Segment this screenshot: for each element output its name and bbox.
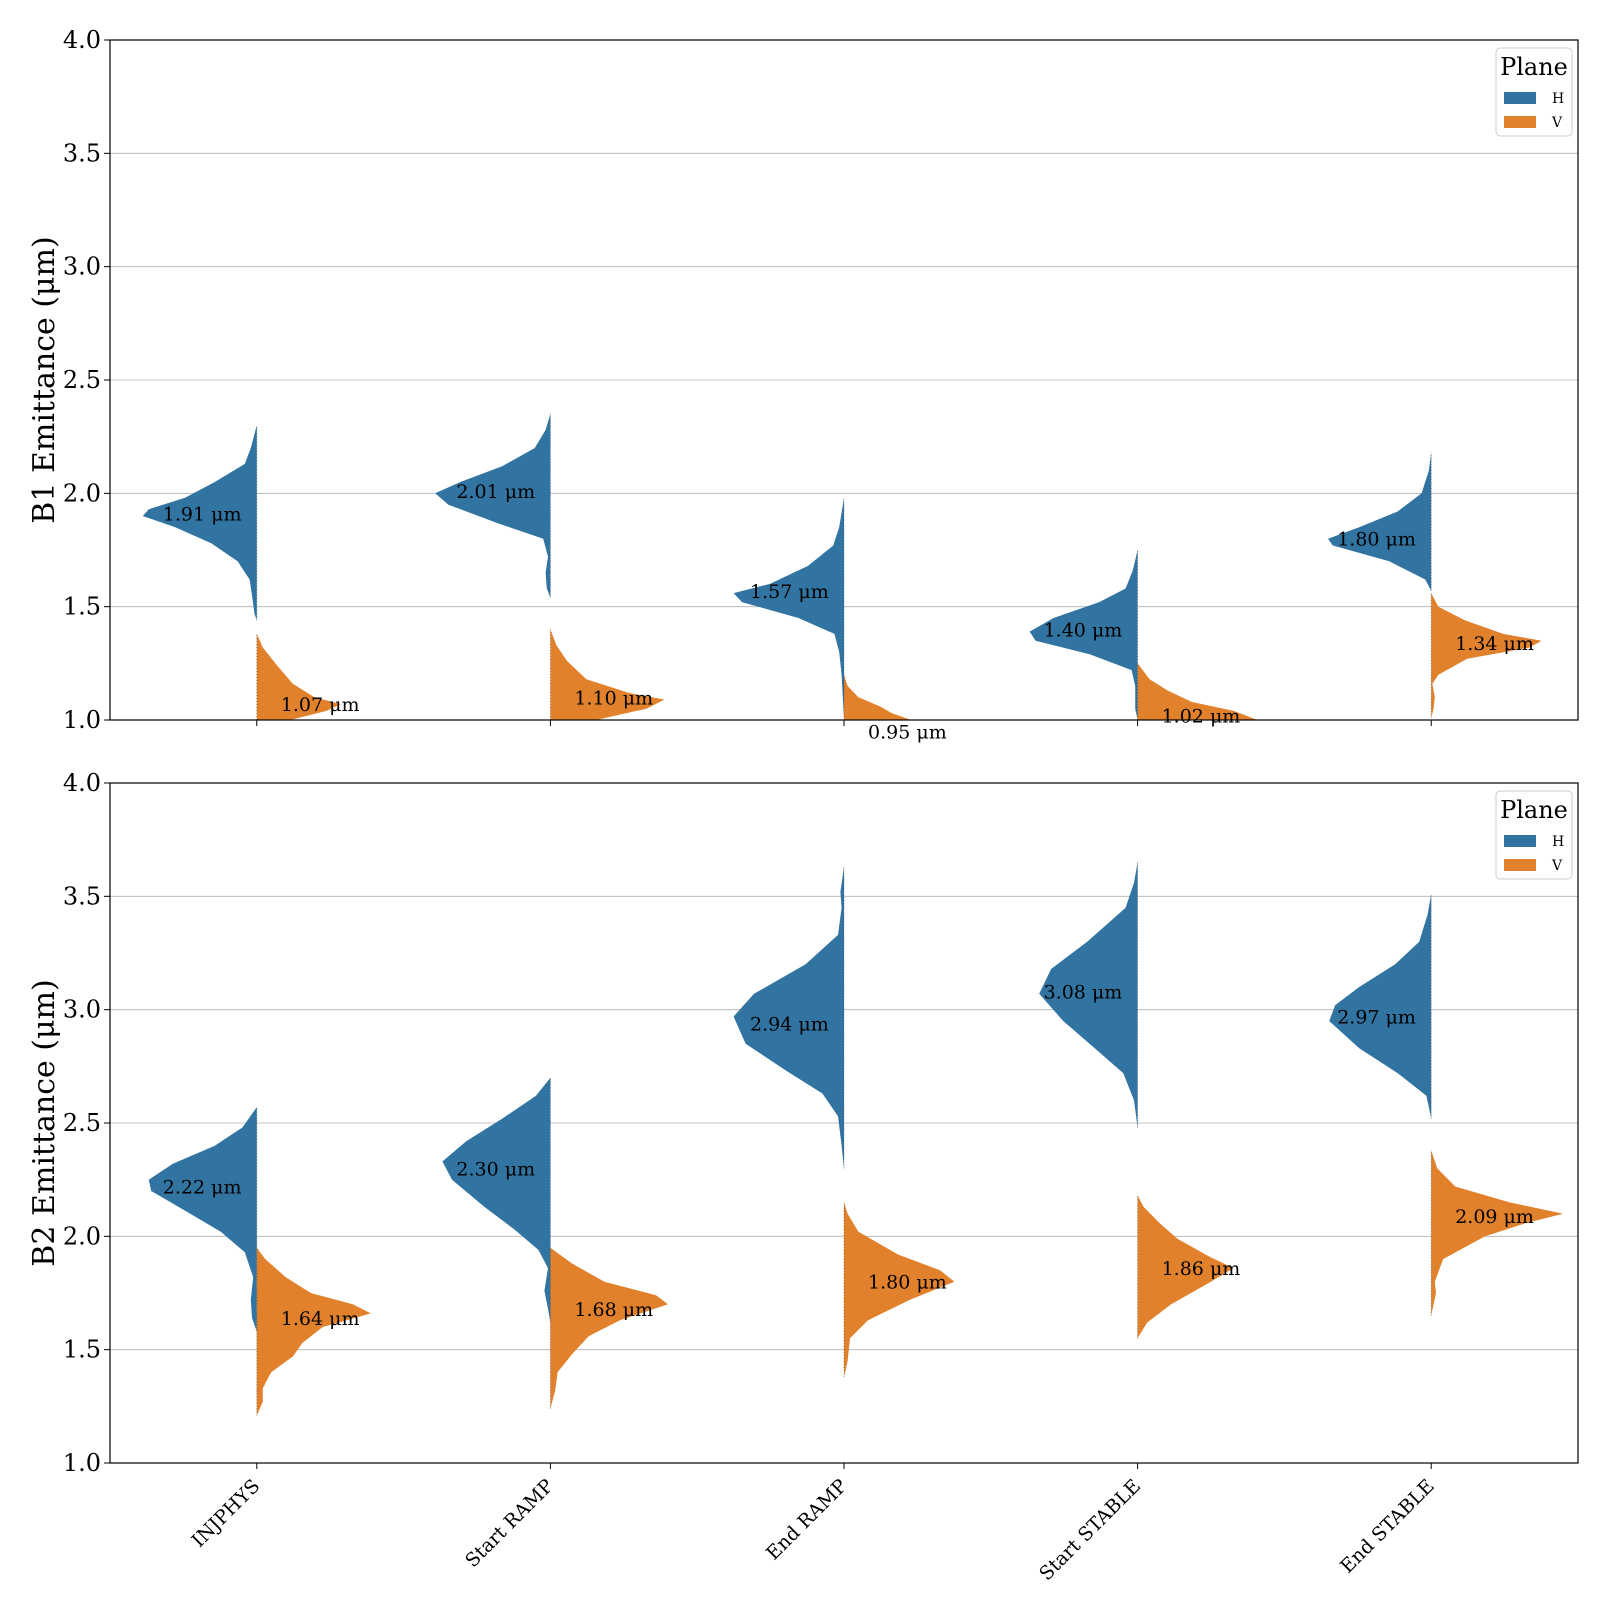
violin-h-5	[1329, 894, 1432, 1119]
y-tick-label: 4.0	[63, 26, 101, 54]
median-label: 2.94 μm	[750, 1013, 829, 1035]
y-tick-label: 3.0	[63, 253, 101, 281]
y-tick-label: 1.5	[63, 1336, 101, 1364]
legend: Plane HV	[1495, 47, 1573, 137]
legend-entry: V	[1551, 858, 1563, 874]
median-label: 1.07 μm	[281, 694, 360, 716]
violin-h-2	[435, 414, 551, 598]
y-tick-label: 4.0	[63, 769, 101, 797]
violin-v-4	[1137, 663, 1258, 720]
violin-v-1	[256, 1247, 371, 1416]
chart-panel-2: 1.0 1.5 2.0 2.5 3.0 3.5 4.0 2.22 μm 2.30 μm 2.94 …	[27, 769, 1579, 1585]
violin-h-3	[733, 866, 844, 1169]
median-label: 1.68 μm	[574, 1299, 653, 1321]
y-tick-label: 1.5	[63, 593, 101, 621]
category-label: Start STABLE	[1035, 1475, 1145, 1585]
legend-swatch-v	[1504, 859, 1536, 871]
violin-h-4	[1029, 550, 1138, 720]
violin-h-3	[733, 497, 844, 716]
category-label: End RAMP	[762, 1475, 852, 1565]
y-tick-label: 2.0	[63, 1222, 101, 1250]
legend-swatch-h	[1504, 92, 1536, 104]
legend-entry: H	[1552, 834, 1564, 850]
y-tick-label: 3.5	[63, 139, 101, 167]
violin-v-3	[844, 1202, 955, 1377]
legend-entry: V	[1551, 115, 1563, 131]
legend-title: Plane	[1500, 53, 1568, 81]
violin-v-5	[1431, 593, 1542, 718]
violin-v-3	[844, 674, 912, 720]
y-axis-label: B1 Emittance (μm)	[27, 236, 62, 523]
violin-h-2	[442, 1077, 551, 1323]
median-label: 1.57 μm	[750, 581, 829, 603]
y-tick-label: 1.0	[63, 1449, 101, 1477]
chart-panel-1: 1.0 1.5 2.0 2.5 3.0 3.5 4.0 1.91 μm 2.01 μm 1.57 …	[27, 26, 1579, 743]
legend-swatch-h	[1504, 835, 1536, 847]
median-label: 2.01 μm	[456, 481, 535, 503]
median-label: 3.08 μm	[1044, 982, 1123, 1004]
legend: Plane HV	[1495, 790, 1573, 880]
y-axis-label: B2 Emittance (μm)	[27, 979, 62, 1266]
legend-title: Plane	[1500, 796, 1568, 824]
violin-h-1	[148, 1107, 257, 1332]
violin-h-5	[1328, 452, 1432, 591]
y-tick-label: 1.0	[63, 706, 101, 734]
median-label: 1.64 μm	[281, 1308, 360, 1330]
median-label: 1.80 μm	[1337, 529, 1416, 551]
median-label: 1.02 μm	[1162, 705, 1241, 727]
median-label: 1.80 μm	[868, 1272, 947, 1294]
violin-v-1	[256, 633, 341, 720]
y-tick-label: 2.5	[63, 1109, 101, 1137]
y-tick-label: 2.5	[63, 366, 101, 394]
y-tick-label: 2.0	[63, 479, 101, 507]
violin-h-4	[1039, 862, 1138, 1128]
median-label: 1.34 μm	[1455, 633, 1534, 655]
violin-h-1	[142, 425, 257, 621]
median-label: 2.22 μm	[163, 1176, 242, 1198]
median-label: 2.30 μm	[456, 1158, 535, 1180]
median-label: 1.40 μm	[1044, 619, 1123, 641]
legend-entry: H	[1552, 91, 1564, 107]
median-label: 1.91 μm	[163, 504, 242, 526]
median-label: 1.10 μm	[574, 687, 653, 709]
median-label: 1.86 μm	[1162, 1258, 1241, 1280]
violin-v-2	[550, 1247, 668, 1409]
category-label: INJPHYS	[187, 1475, 264, 1552]
category-label: End STABLE	[1336, 1475, 1439, 1578]
y-tick-label: 3.0	[63, 996, 101, 1024]
median-label: 2.97 μm	[1337, 1006, 1416, 1028]
category-label: Start RAMP	[461, 1475, 558, 1572]
median-label: 2.09 μm	[1455, 1206, 1534, 1228]
y-tick-label: 3.5	[63, 882, 101, 910]
median-label: 0.95 μm	[868, 721, 947, 743]
legend-swatch-v	[1504, 116, 1536, 128]
violin-v-2	[550, 629, 665, 720]
violin-v-5	[1431, 1150, 1564, 1316]
violin-v-4	[1137, 1195, 1234, 1339]
